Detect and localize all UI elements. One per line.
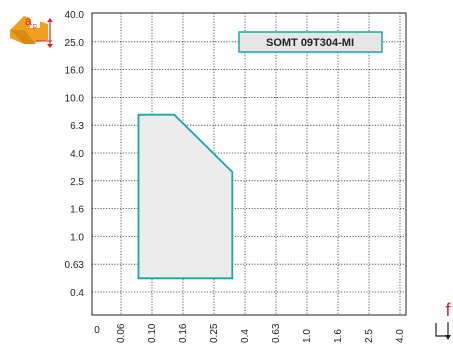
y-tick-label: 40.0 bbox=[65, 10, 85, 21]
x-tick-label: 4.0 bbox=[395, 329, 406, 343]
x-axis-tick-labels: 0.06 0.10 0.16 0.25 0.4 0.63 1.0 1.6 2.5 4.0 bbox=[116, 323, 406, 343]
y-tick-label: 1.0 bbox=[70, 232, 84, 243]
feed-direction-icon: f bbox=[436, 300, 451, 340]
insert-label: SOMT 09T304-MI bbox=[266, 37, 354, 49]
y-tick-label: 25.0 bbox=[65, 38, 85, 49]
y-tick-label: 6.3 bbox=[70, 121, 84, 132]
x-tick-label: 0.16 bbox=[178, 323, 189, 343]
y-tick-label: 0.4 bbox=[70, 288, 84, 299]
x-tick-label: 1.0 bbox=[302, 329, 313, 343]
y-tick-label: 2.5 bbox=[70, 177, 84, 188]
x-axis-label: f bbox=[445, 300, 451, 320]
y-tick-label: 4.0 bbox=[70, 149, 84, 160]
x-tick-label: 1.6 bbox=[333, 329, 344, 343]
y-tick-label: 1.6 bbox=[70, 205, 84, 216]
insert-label-box: SOMT 09T304-MI bbox=[239, 32, 382, 52]
y-axis-tick-labels: 40.0 25.0 16.0 10.0 6.3 4.0 2.5 1.6 1.0 0.63 0.4 bbox=[65, 10, 85, 299]
ap-depth-of-cut-icon: a p bbox=[6, 12, 53, 52]
y-tick-label: 10.0 bbox=[65, 93, 85, 104]
x-tick-label: 0.63 bbox=[271, 323, 282, 343]
x-tick-label: 0.10 bbox=[147, 323, 158, 343]
y-tick-label: 0.63 bbox=[65, 260, 85, 271]
x-tick-label: 2.5 bbox=[364, 329, 375, 343]
x-tick-label: 0.4 bbox=[240, 329, 251, 343]
x-tick-label: 0.25 bbox=[209, 323, 220, 343]
origin-label: 0 bbox=[94, 325, 100, 336]
ap-icon-letter: a bbox=[25, 14, 32, 28]
ap-icon-subscript: p bbox=[33, 23, 37, 30]
y-tick-label: 16.0 bbox=[65, 66, 85, 77]
x-tick-label: 0.06 bbox=[116, 323, 127, 343]
